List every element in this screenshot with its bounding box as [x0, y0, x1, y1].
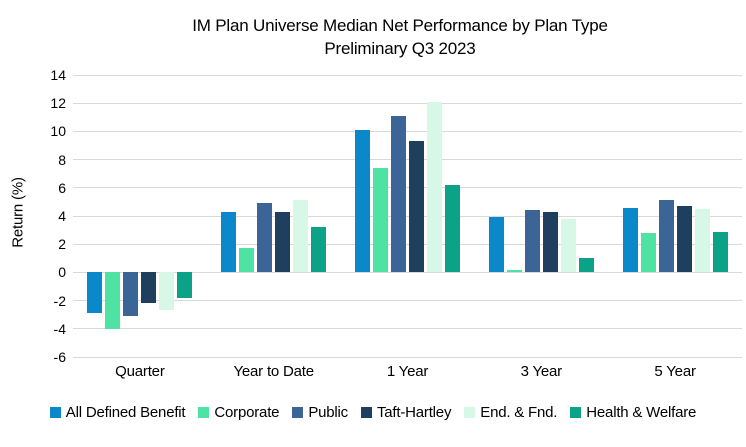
bar	[676, 206, 692, 273]
chart-title-line1: IM Plan Universe Median Net Performance …	[192, 16, 608, 35]
bar	[445, 184, 460, 273]
bar	[658, 200, 674, 273]
bar	[694, 208, 710, 273]
bar	[409, 141, 424, 273]
legend-swatch-icon	[464, 407, 476, 418]
bar	[275, 211, 291, 273]
bar	[542, 211, 558, 273]
bar	[123, 272, 139, 317]
bar	[221, 211, 237, 273]
bar	[257, 203, 273, 273]
y-tick-label: 2	[58, 236, 66, 253]
y-tick-label: 8	[58, 151, 66, 168]
y-axis-label: Return (%)	[9, 177, 27, 248]
bar	[177, 272, 193, 298]
y-tick-label: -6	[53, 349, 66, 365]
legend-label: End. & Fnd.	[480, 404, 558, 421]
gridline	[73, 328, 742, 330]
bar	[391, 115, 406, 273]
bar	[560, 218, 576, 273]
bar	[87, 272, 103, 314]
x-axis-labels: Quarter Year to Date 1 Year 3 Year 5 Year	[73, 363, 742, 383]
bar	[293, 200, 309, 273]
bar	[373, 168, 388, 273]
legend: All Defined Benefit Corporate Public Taft-H…	[0, 404, 746, 421]
bar	[622, 207, 638, 273]
y-tick-label: 14	[50, 67, 66, 83]
legend-swatch-icon	[570, 407, 582, 418]
legend-label: All Defined Benefit	[65, 404, 186, 421]
gridline	[73, 271, 742, 273]
bar	[355, 129, 370, 273]
x-axis-category-label: 1 Year	[386, 363, 429, 380]
plot-area	[73, 74, 742, 358]
x-axis-category-label: Year to Date	[233, 363, 314, 380]
y-tick-label: 6	[58, 179, 66, 196]
legend-item: Public	[292, 404, 348, 421]
gridline	[73, 300, 742, 302]
bar	[640, 232, 656, 273]
y-axis-ticks: 14 12 10 8 6 4 2 0 -2 -4 -6	[26, 68, 66, 364]
legend-item: All Defined Benefit	[49, 404, 186, 421]
legend-item: Health & Welfare	[570, 404, 696, 421]
chart-title: IM Plan Universe Median Net Performance …	[60, 14, 740, 60]
gridline	[73, 130, 742, 132]
y-tick-label: 0	[58, 264, 66, 281]
bar	[239, 248, 255, 273]
chart-title-line2: Preliminary Q3 2023	[324, 39, 476, 58]
bar	[311, 227, 327, 273]
bar	[578, 258, 594, 273]
gridline	[73, 102, 742, 104]
legend-swatch-icon	[198, 407, 210, 418]
legend-item: End. & Fnd.	[464, 404, 557, 421]
legend-item: Taft-Hartley	[360, 404, 452, 421]
legend-item: Corporate	[198, 404, 280, 421]
legend-swatch-icon	[49, 407, 61, 418]
legend-swatch-icon	[292, 407, 304, 418]
bar	[427, 101, 442, 273]
gridline	[73, 187, 742, 189]
y-tick-label: 12	[50, 95, 66, 112]
y-tick-label: 4	[58, 208, 66, 224]
y-tick-label: 10	[50, 123, 66, 140]
legend-label: Health & Welfare	[586, 404, 697, 421]
x-axis-category-label: 5 Year	[654, 363, 696, 380]
gridline	[73, 243, 742, 245]
legend-label: Corporate	[214, 404, 280, 421]
bar	[488, 217, 504, 273]
x-axis-category-label: Quarter	[115, 363, 165, 380]
bar	[524, 210, 540, 273]
bar	[159, 272, 175, 311]
bar	[105, 272, 121, 329]
gridline	[73, 215, 742, 217]
gridline	[73, 159, 742, 161]
legend-label: Taft-Hartley	[376, 404, 452, 421]
bar	[712, 231, 728, 273]
legend-swatch-icon	[360, 407, 372, 418]
x-axis-category-label: 3 Year	[520, 363, 563, 380]
gridline	[73, 356, 742, 358]
y-tick-label: -2	[53, 292, 66, 309]
y-tick-label: -4	[53, 320, 66, 337]
gridline	[73, 74, 742, 76]
legend-label: Public	[308, 404, 348, 421]
bar	[141, 272, 157, 304]
bar	[506, 269, 522, 273]
